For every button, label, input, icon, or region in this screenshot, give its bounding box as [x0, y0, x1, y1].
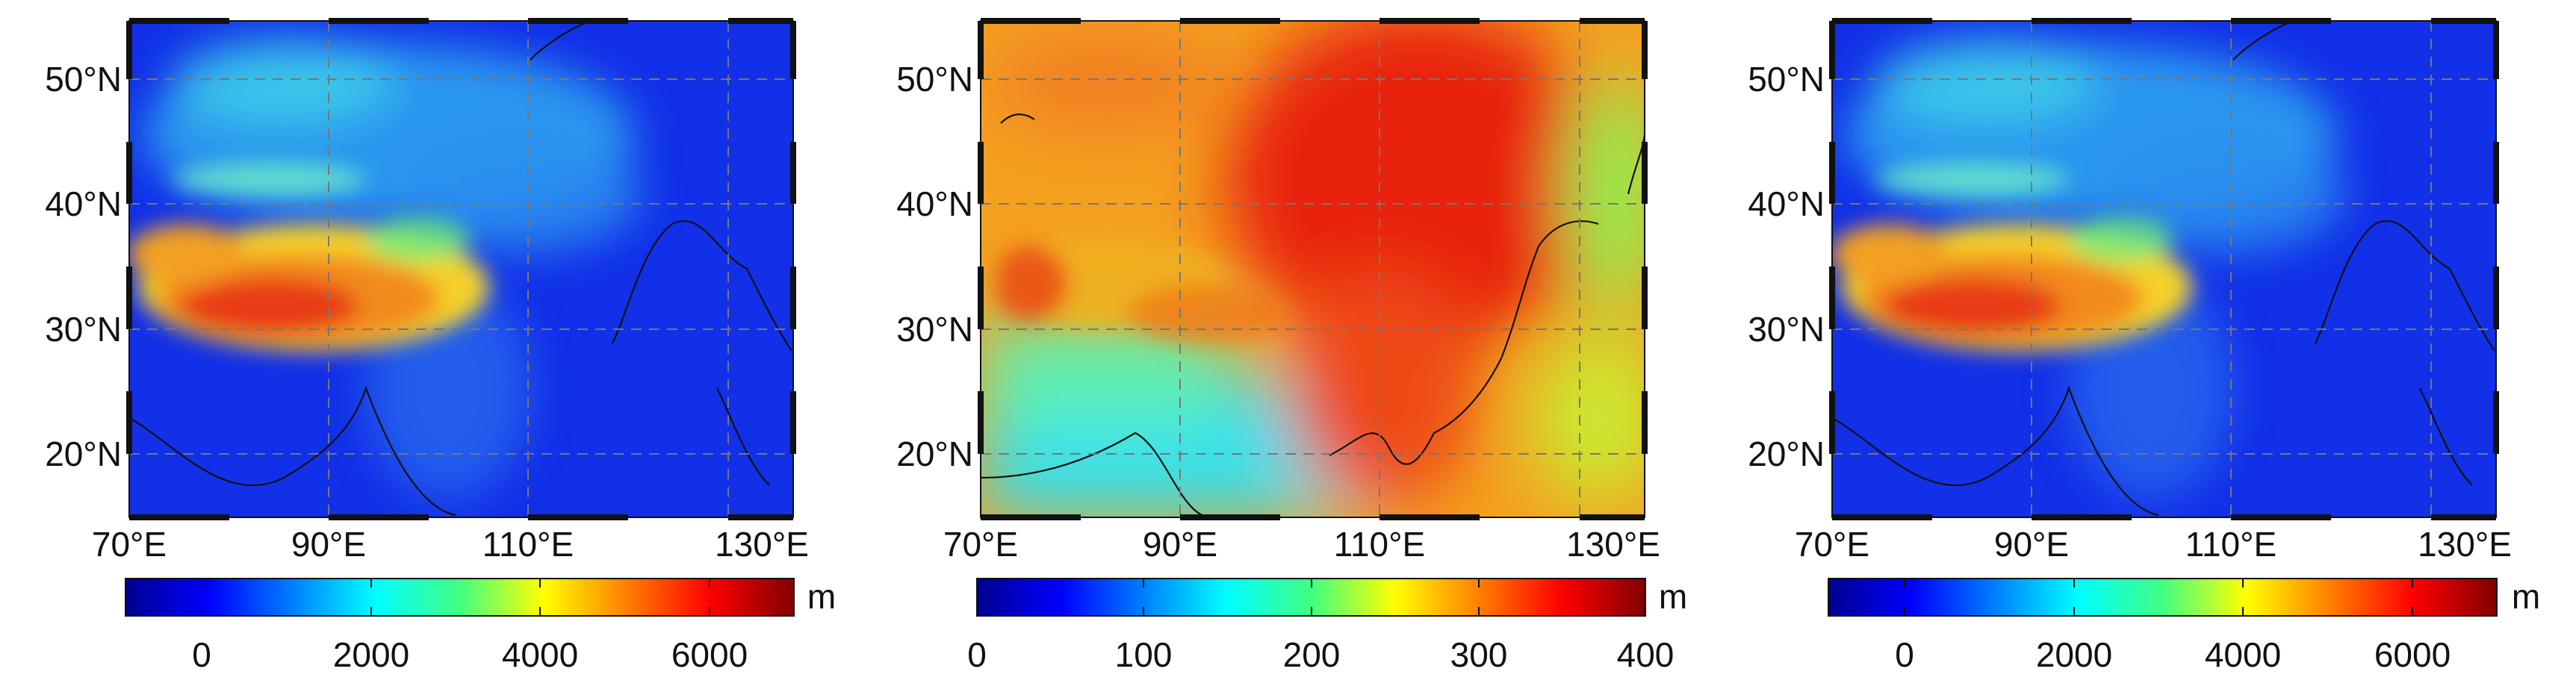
colorbar-1: 0 2000 4000 6000 m — [125, 577, 836, 674]
colorbar-1-tick-1: 2000 — [333, 635, 409, 674]
colorbar-2-unit: m — [1659, 577, 1687, 616]
colorbar-2: 0 100 200 300 400 m — [967, 577, 1687, 674]
colorbar-1-ramp — [125, 578, 795, 617]
lon-label-110e: 110°E — [482, 525, 574, 564]
coastline-2 — [981, 113, 1645, 517]
colorbar-2-tick-4: 400 — [1617, 635, 1675, 674]
lat-label-40n: 40°N — [1748, 184, 1825, 223]
coastline-3 — [1832, 21, 2495, 517]
lon-label-130e: 130°E — [715, 525, 809, 564]
lat-label-50n: 50°N — [1748, 60, 1825, 99]
colorbar-3-ramp — [1828, 578, 2498, 617]
graticule-3 — [1832, 21, 2496, 517]
lon-label-130e: 130°E — [1566, 525, 1660, 564]
colorbar-3-tick-0: 0 — [1895, 635, 1914, 674]
colorbar-3-unit: m — [2512, 577, 2540, 616]
lat-label-20n: 20°N — [1748, 434, 1825, 473]
lat-label-30n: 30°N — [896, 310, 973, 349]
colorbar-3-tick-1: 2000 — [2036, 635, 2112, 674]
colorbar-3-tick-2: 4000 — [2205, 635, 2281, 674]
lon-label-70e: 70°E — [1795, 525, 1869, 564]
colorbar-1-tick-0: 0 — [192, 635, 211, 674]
colorbar-1-tick-2: 4000 — [502, 635, 578, 674]
value-field-2 — [981, 21, 1645, 517]
colorbar-2-tick-3: 300 — [1450, 635, 1508, 674]
lat-label-50n: 50°N — [45, 60, 122, 99]
map-panel-1: 50°N 40°N 30°N 20°N 70°E 90°E 110°E 130°… — [45, 18, 836, 674]
lon-label-90e: 90°E — [291, 525, 366, 564]
lat-label-40n: 40°N — [45, 184, 122, 223]
elevation-field-3 — [1832, 21, 2496, 517]
lat-label-20n: 20°N — [896, 434, 973, 473]
map-panel-2: 50°N 40°N 30°N 20°N 70°E 90°E 110°E 130°… — [896, 18, 1687, 674]
lat-label-30n: 30°N — [45, 310, 122, 349]
frame-ticks-1 — [126, 18, 796, 520]
graticule-1 — [129, 21, 793, 517]
lat-label-20n: 20°N — [45, 434, 122, 473]
colorbar-1-unit: m — [807, 577, 836, 616]
colorbar-3-tick-3: 6000 — [2374, 635, 2451, 674]
coastline-1 — [129, 21, 792, 517]
lon-label-70e: 70°E — [92, 525, 167, 564]
colorbar-2-tick-0: 0 — [967, 635, 987, 674]
frame-ticks-2 — [978, 18, 1648, 520]
lon-label-90e: 90°E — [1143, 525, 1217, 564]
colorbar-3: 0 2000 4000 6000 m — [1828, 577, 2540, 674]
lat-label-40n: 40°N — [896, 184, 973, 223]
lon-label-70e: 70°E — [943, 525, 1018, 564]
lon-label-110e: 110°E — [1334, 525, 1425, 564]
lon-label-130e: 130°E — [2418, 525, 2512, 564]
lon-label-90e: 90°E — [1994, 525, 2069, 564]
graticule-2 — [981, 21, 1645, 517]
colorbar-2-tick-2: 200 — [1283, 635, 1341, 674]
colorbar-2-tick-1: 100 — [1115, 635, 1173, 674]
lat-label-30n: 30°N — [1748, 310, 1825, 349]
lon-label-110e: 110°E — [2185, 525, 2276, 564]
map-panel-3: 50°N 40°N 30°N 20°N 70°E 90°E 110°E 130°… — [1748, 18, 2540, 674]
lat-label-50n: 50°N — [896, 60, 973, 99]
elevation-field-1 — [129, 21, 793, 517]
frame-ticks-3 — [1829, 18, 2499, 520]
colorbar-1-tick-3: 6000 — [671, 635, 748, 674]
